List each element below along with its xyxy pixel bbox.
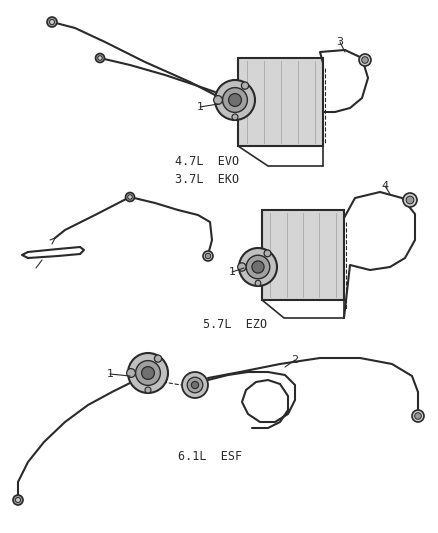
Text: 5.7L  EZO: 5.7L EZO bbox=[203, 318, 267, 331]
Bar bbox=[262, 210, 344, 300]
Circle shape bbox=[403, 193, 417, 207]
Circle shape bbox=[128, 353, 168, 393]
Circle shape bbox=[241, 82, 249, 89]
Circle shape bbox=[359, 54, 371, 66]
Circle shape bbox=[214, 95, 223, 104]
Text: 2: 2 bbox=[291, 355, 299, 365]
Circle shape bbox=[49, 20, 54, 25]
Circle shape bbox=[362, 56, 368, 63]
Circle shape bbox=[141, 367, 155, 379]
Circle shape bbox=[13, 495, 23, 505]
Circle shape bbox=[95, 53, 105, 62]
Circle shape bbox=[182, 372, 208, 398]
Circle shape bbox=[412, 410, 424, 422]
Circle shape bbox=[246, 255, 270, 279]
Circle shape bbox=[223, 87, 247, 112]
Circle shape bbox=[264, 250, 271, 257]
Circle shape bbox=[232, 114, 238, 120]
Circle shape bbox=[155, 355, 162, 362]
Text: 1: 1 bbox=[106, 369, 113, 379]
Circle shape bbox=[255, 280, 261, 286]
Circle shape bbox=[215, 80, 255, 120]
Circle shape bbox=[136, 361, 160, 385]
Circle shape bbox=[128, 195, 132, 199]
Circle shape bbox=[15, 497, 21, 503]
Text: 3: 3 bbox=[336, 37, 343, 47]
Text: 4: 4 bbox=[381, 181, 389, 191]
Circle shape bbox=[47, 17, 57, 27]
Circle shape bbox=[187, 377, 203, 393]
Circle shape bbox=[415, 413, 421, 419]
Circle shape bbox=[205, 253, 211, 259]
Circle shape bbox=[191, 381, 199, 389]
Circle shape bbox=[203, 251, 213, 261]
Text: 4.7L  EVO
3.7L  EKO: 4.7L EVO 3.7L EKO bbox=[175, 155, 239, 186]
Bar bbox=[238, 58, 323, 146]
Circle shape bbox=[127, 369, 135, 377]
Circle shape bbox=[252, 261, 264, 273]
Circle shape bbox=[239, 248, 277, 286]
Text: 1: 1 bbox=[197, 102, 204, 112]
Circle shape bbox=[229, 94, 241, 107]
Circle shape bbox=[406, 196, 414, 204]
Circle shape bbox=[145, 387, 151, 393]
Circle shape bbox=[238, 263, 246, 271]
Circle shape bbox=[126, 192, 134, 201]
Text: 6.1L  ESF: 6.1L ESF bbox=[178, 450, 242, 463]
Text: 1: 1 bbox=[229, 267, 236, 277]
Circle shape bbox=[98, 56, 102, 60]
